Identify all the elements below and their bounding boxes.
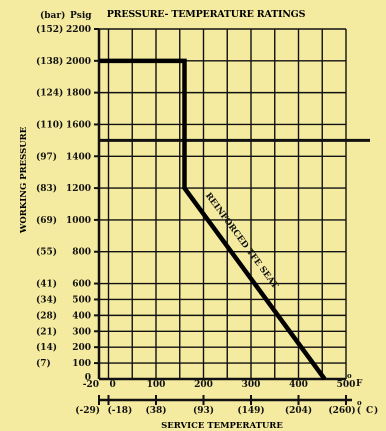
y-tick-label-bar: (152): [36, 24, 63, 35]
y-tick-label-psig: 2000: [66, 57, 91, 67]
y-unit-right: Psig: [70, 11, 92, 21]
y-unit-left: (bar): [40, 10, 65, 21]
y-tick-label-bar: (124): [36, 88, 63, 99]
y-tick-label-bar: (41): [36, 279, 57, 290]
x-tick-label-c: (204): [285, 405, 312, 416]
x-unit-f: F: [356, 379, 363, 389]
y-tick-label-psig: 1200: [66, 184, 91, 194]
y-tick-label-psig: 500: [72, 295, 91, 305]
x-tick-label-c: (93): [193, 405, 214, 416]
y-tick-label-bar: (28): [36, 310, 57, 321]
x-tick-label-c: (149): [237, 405, 264, 416]
y-axis-ticks: 0 100 200 300 400 500 600 800 1000 1200 1400 1600 18…: [36, 24, 99, 383]
close-paren-c: ): [374, 405, 378, 416]
open-paren-c: (: [357, 405, 361, 416]
x-tick-label-f: 300: [242, 380, 261, 390]
y-tick-label-psig: 400: [72, 311, 91, 321]
y-tick-label-bar: (138): [36, 56, 63, 67]
x-unit-c: C: [366, 406, 373, 416]
series-line: [99, 58, 327, 381]
y-tick-label-bar: (21): [36, 326, 57, 337]
y-tick-label-bar: (7): [36, 358, 51, 369]
x-tick-label-c: (260): [328, 405, 355, 416]
x-axis-title: SERVICE TEMPERATURE: [161, 421, 283, 431]
x-tick-label-f: 100: [147, 380, 166, 390]
grid: [98, 28, 347, 380]
y-tick-label-psig: 1400: [66, 152, 91, 162]
x-tick-label-f: -20: [83, 380, 99, 390]
y-tick-label-psig: 200: [72, 343, 91, 353]
y-tick-label-psig: 0: [85, 373, 91, 383]
y-tick-label-bar: (69): [36, 215, 57, 226]
degree-mark-f: o: [347, 371, 352, 380]
y-tick-label-bar: (110): [36, 119, 63, 130]
chart-title: PRESSURE- TEMPERATURE RATINGS: [107, 9, 306, 20]
series-label: REINFORCED TFE SEAT: [203, 191, 280, 291]
y-tick-label-psig: 1600: [66, 120, 91, 130]
y-tick-label-psig: 300: [72, 327, 91, 337]
y-tick-label-bar: (34): [36, 294, 57, 305]
plot-frame: [97, 29, 346, 381]
x-tick-label-f: 500: [337, 380, 356, 390]
x-tick-label-c: (38): [145, 405, 166, 416]
x-tick-label-f: 0: [110, 380, 116, 390]
y-tick-label-psig: 800: [72, 248, 91, 258]
y-tick-label-bar: (14): [36, 342, 57, 353]
y-tick-label-psig: 1000: [66, 216, 91, 226]
x-tick-label-f: 200: [194, 380, 213, 390]
y-tick-label-psig: 1800: [66, 89, 91, 99]
y-tick-label-psig: 600: [72, 280, 91, 290]
y-tick-label-bar: (97): [36, 151, 57, 162]
degree-mark-c: o: [357, 398, 362, 407]
x-axis-ticks: -20 0 100 200 300 400 500: [83, 380, 356, 390]
x-tick-label-c: (-29): [75, 405, 100, 416]
x-tick-label-f: 400: [289, 380, 308, 390]
y-tick-label-bar: (55): [36, 247, 57, 258]
y-tick-label-psig: 100: [72, 359, 91, 369]
y-tick-label-bar: (83): [36, 183, 57, 194]
y-axis-title: WORKING PRESSURE: [19, 126, 29, 234]
x-tick-label-c: (-18): [108, 405, 133, 416]
celsius-axis: (-29) (-18) (38) (93) (149) (204) (260): [75, 395, 356, 416]
y-tick-label-psig: 2200: [66, 25, 91, 35]
